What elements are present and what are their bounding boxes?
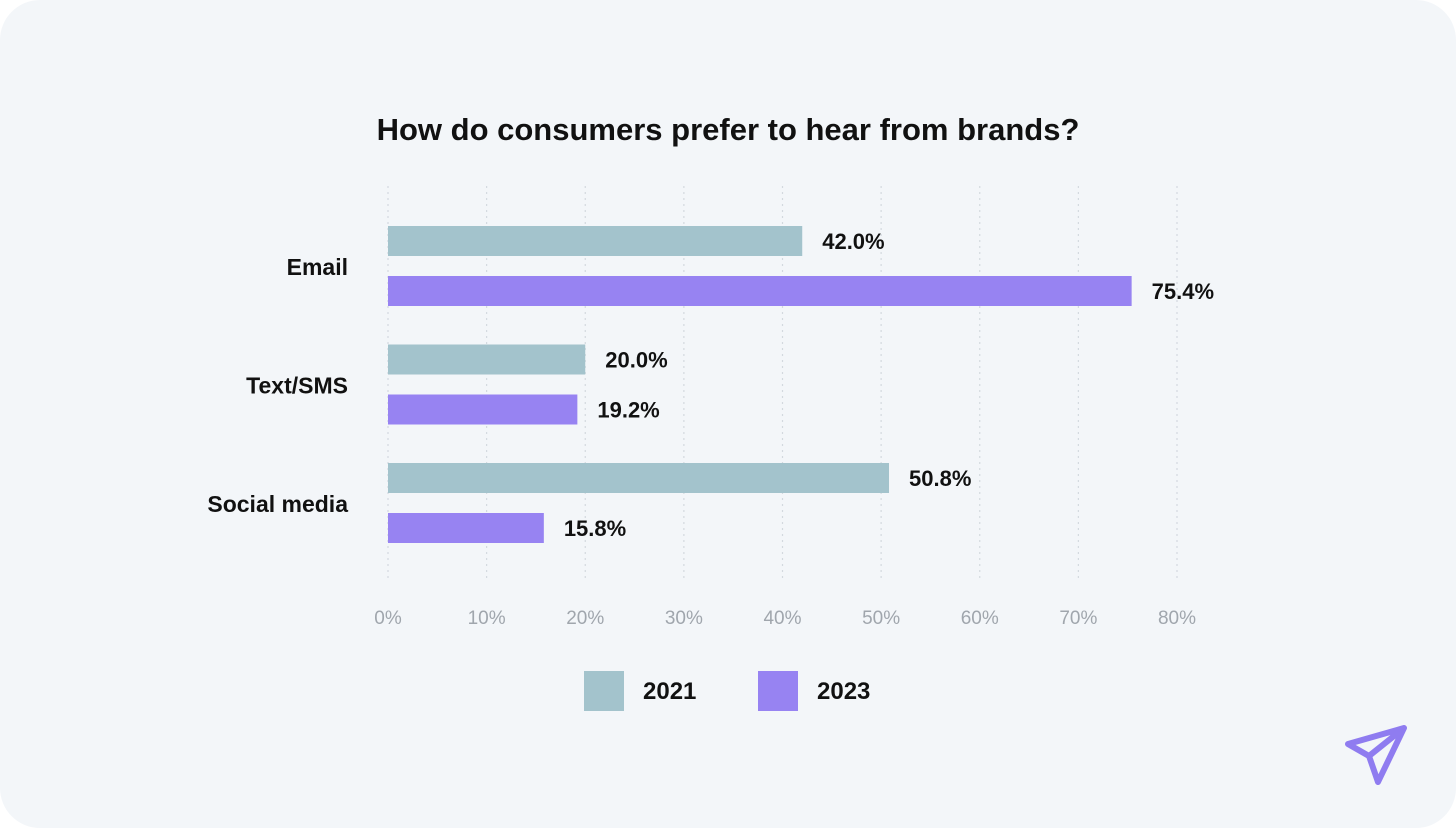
x-tick-label: 10%	[468, 608, 506, 629]
x-tick-label: 70%	[1059, 608, 1097, 629]
category-label: Email	[287, 254, 348, 280]
bar-2021	[388, 226, 803, 256]
legend-swatch-2023	[758, 671, 798, 711]
data-label: 15.8%	[564, 516, 626, 541]
x-tick-label: 50%	[862, 608, 900, 629]
bar-2021	[388, 344, 586, 375]
x-tick-label: 30%	[665, 608, 703, 629]
category-label: Social media	[207, 491, 348, 517]
legend-label-2023: 2023	[817, 678, 871, 705]
data-label: 75.4%	[1152, 279, 1214, 304]
data-label: 42.0%	[822, 229, 884, 254]
bar-2023	[388, 276, 1132, 306]
paper-plane-icon	[1345, 725, 1407, 785]
x-tick-label: 20%	[566, 608, 604, 629]
chart-title: How do consumers prefer to hear from bra…	[376, 112, 1080, 147]
bar-series	[388, 226, 1132, 543]
category-labels: Email Text/SMS Social media	[207, 254, 348, 517]
x-tick-label: 60%	[961, 608, 999, 629]
data-labels: 42.0% 75.4% 20.0% 19.2% 50.8% 15.8%	[564, 229, 1214, 541]
bar-2023	[388, 394, 578, 425]
legend-label-2021: 2021	[643, 678, 697, 705]
legend-swatch-2021	[584, 671, 624, 711]
x-axis-tick-labels: 0% 10% 20% 30% 40% 50% 60% 70% 80%	[374, 608, 1196, 629]
bar-2021	[388, 463, 890, 493]
data-label: 19.2%	[597, 398, 659, 423]
x-tick-label: 80%	[1158, 608, 1196, 629]
data-label: 50.8%	[909, 466, 971, 491]
data-label: 20.0%	[605, 348, 667, 373]
bar-2023	[388, 513, 544, 543]
x-tick-label: 40%	[763, 608, 801, 629]
category-label: Text/SMS	[246, 373, 348, 399]
x-tick-label: 0%	[374, 608, 402, 629]
